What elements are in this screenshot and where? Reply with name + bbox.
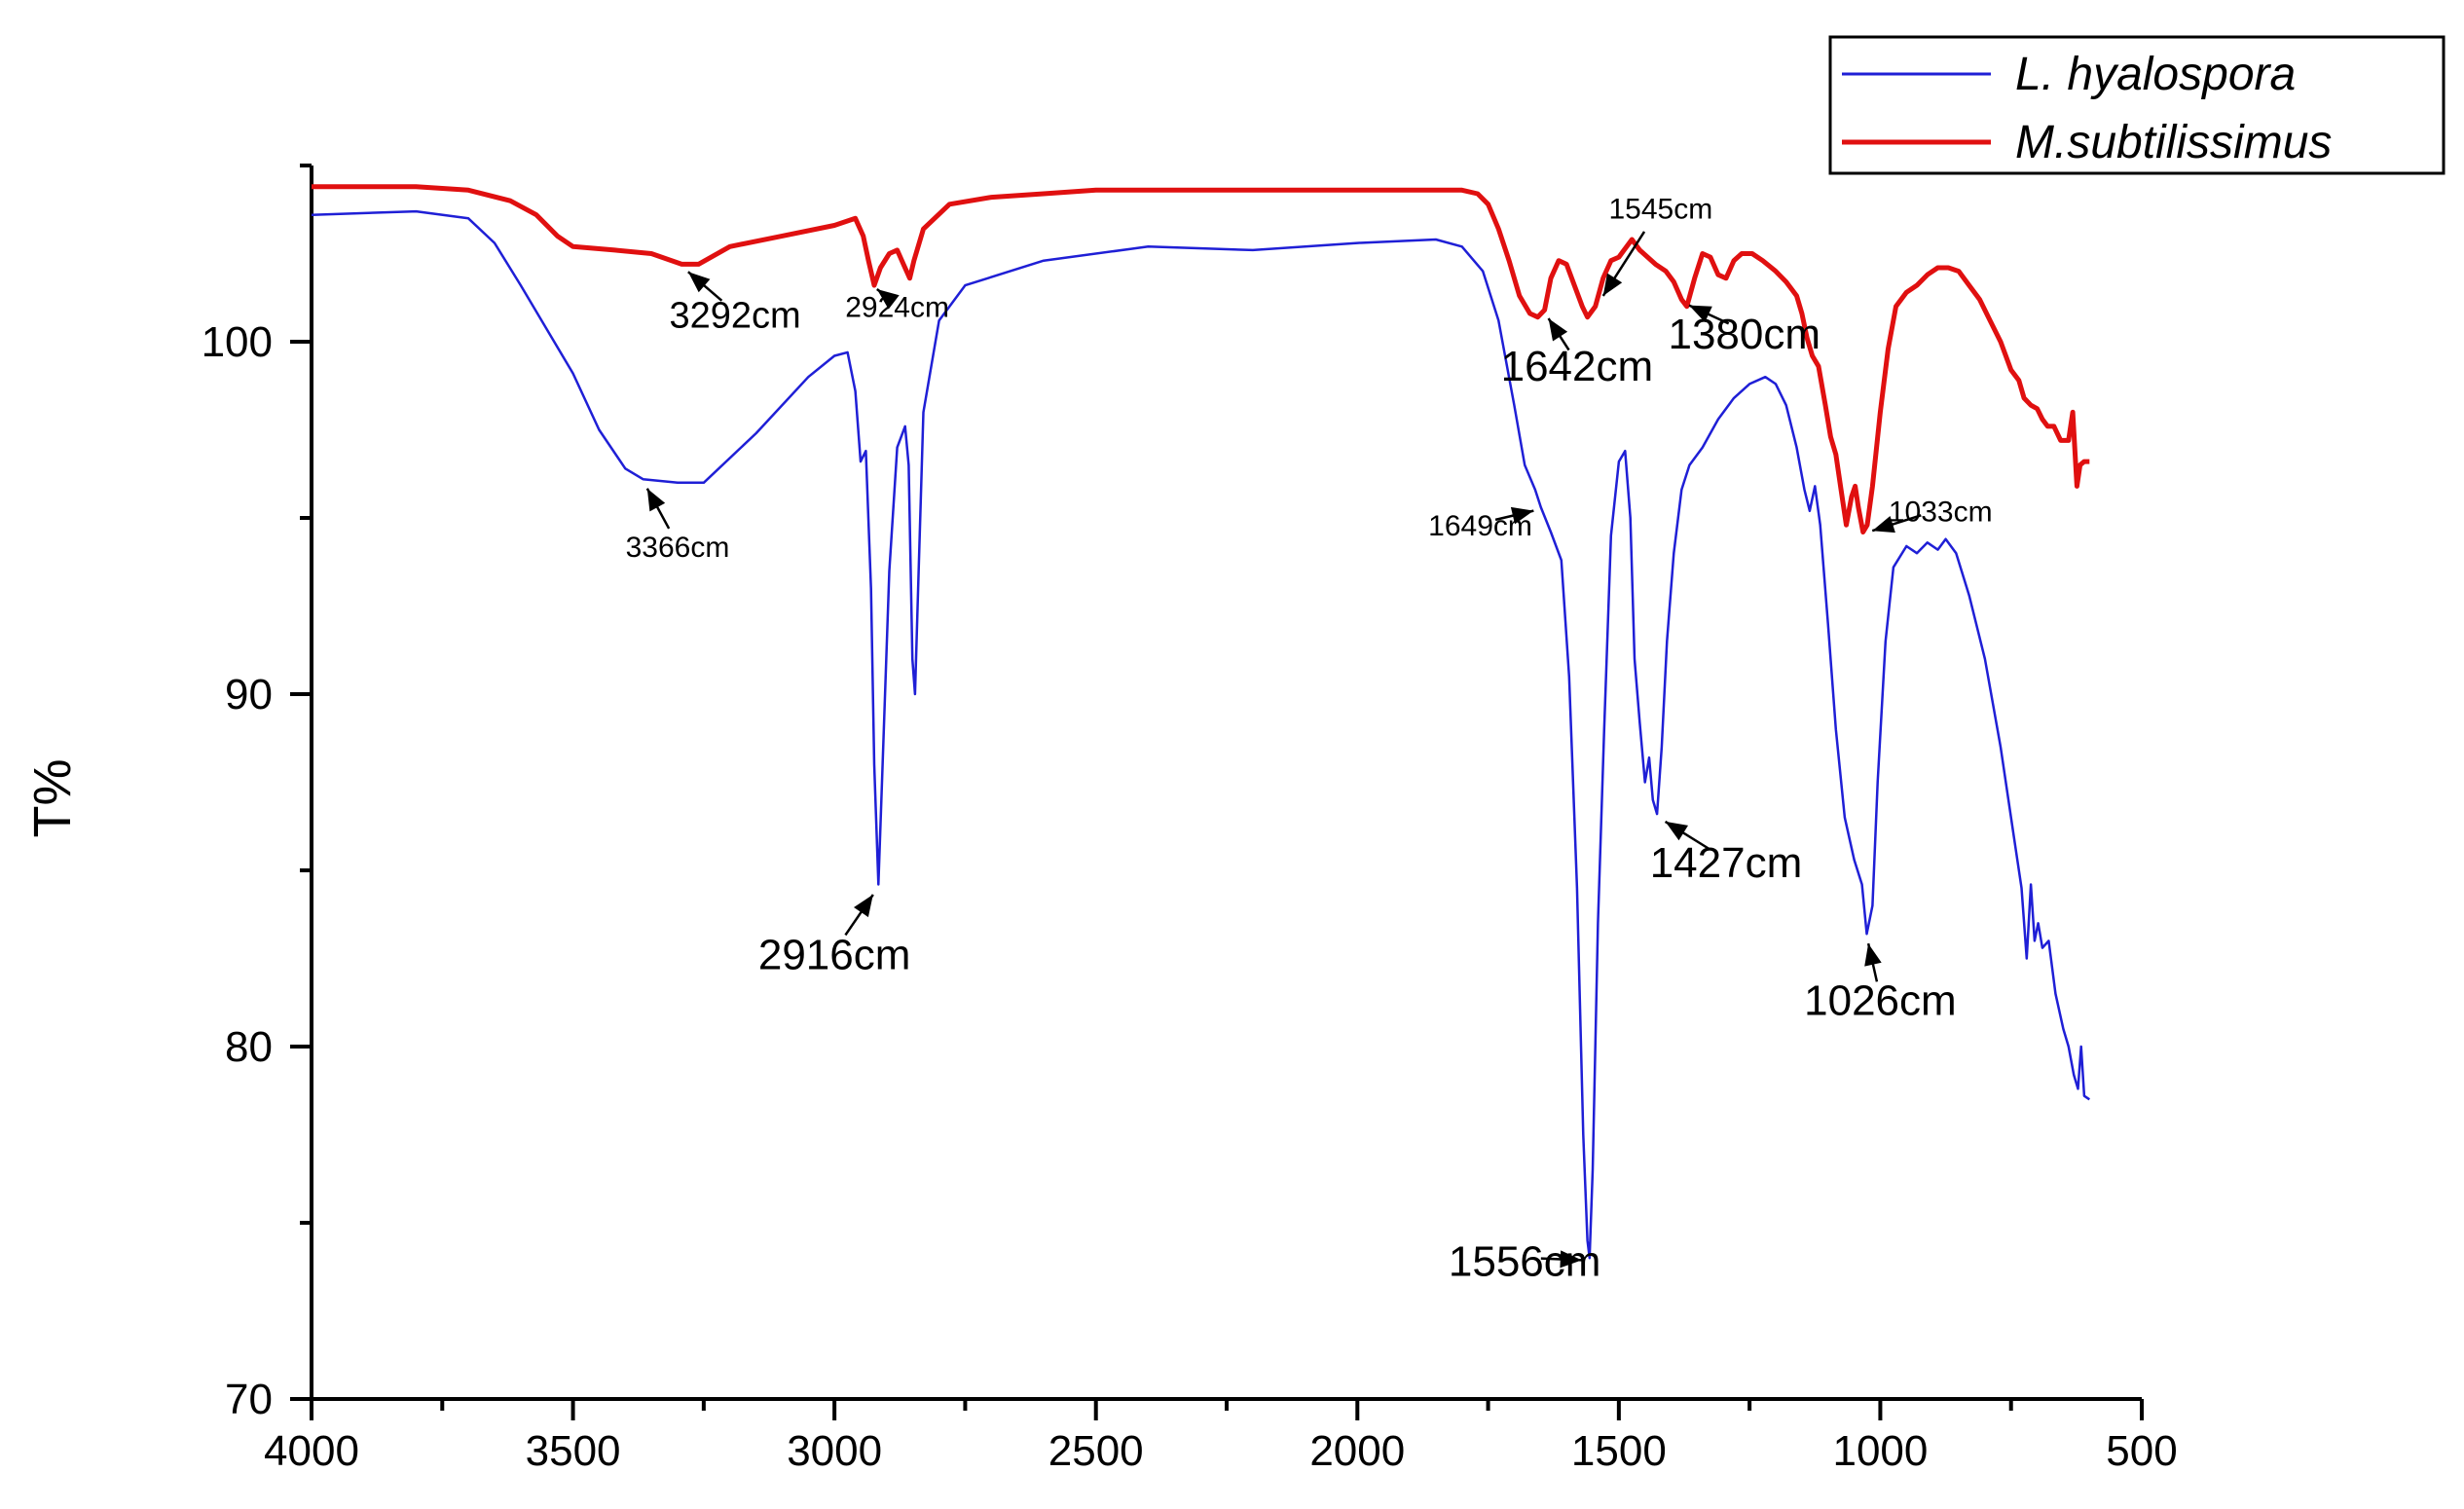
peak-arrow-head [854, 894, 873, 918]
peak-label: 1380cm [1668, 311, 1820, 358]
legend-label: M.subtilissimus [2015, 117, 2332, 168]
peak-annotations: 3292cm 2924cm3366cm2916cm1642cm1545cm1380… [626, 193, 1993, 1285]
peak-arrow-head [1510, 506, 1534, 525]
x-tick-label: 2500 [1048, 1427, 1144, 1475]
peak-label: 2916cm [758, 931, 911, 978]
series-line-m-subtilissimus [312, 184, 2090, 534]
peak-label: 1033cm [1889, 497, 1993, 529]
peak-label: 1556cm [1449, 1237, 1601, 1285]
legend-box [1828, 35, 2446, 175]
peak-label: 3366cm [626, 532, 730, 564]
peak-label: 1642cm [1501, 343, 1654, 390]
legend: L. hyalospora M.subtilissimus [1828, 35, 2446, 175]
peak-arrow-head [687, 272, 711, 293]
peak-arrow-head [1560, 1250, 1582, 1269]
x-tick-label: 4000 [264, 1427, 359, 1475]
x-tick-label: 1500 [1571, 1427, 1667, 1475]
y-axis-label: T% [23, 759, 82, 838]
axes: 4000 3500 3000 2500 2000 1500 1000 500 70 80 90 100 [202, 164, 2178, 1475]
x-tick-label: 500 [2106, 1427, 2177, 1475]
y-tick-label: 90 [225, 671, 273, 718]
y-tick-label: 100 [202, 318, 273, 366]
peak-arrow-head [646, 488, 666, 512]
series-line-l-hyalospora [311, 209, 2090, 1260]
peak-label: 3292cm [669, 296, 800, 337]
x-tick-label: 3000 [787, 1427, 882, 1475]
x-tick-label: 1000 [1832, 1427, 1928, 1475]
plot-lines [311, 184, 2090, 1260]
peak-label: 1427cm [1650, 839, 1803, 887]
peak-label: 1545cm [1608, 193, 1712, 225]
peak-arrow-head [1864, 943, 1882, 967]
x-tick-label: 3500 [526, 1427, 621, 1475]
peak-arrow-head [1689, 305, 1712, 322]
peak-arrow-head [1548, 318, 1568, 342]
peak-arrow-head [876, 289, 900, 310]
legend-label: L. hyalospora [2015, 49, 2296, 100]
peak-arrow-head [1665, 821, 1688, 841]
y-tick-label: 70 [225, 1376, 273, 1423]
y-tick-label: 80 [225, 1023, 273, 1071]
x-tick-label: 2000 [1309, 1427, 1405, 1475]
peak-arrow-head [1872, 516, 1895, 534]
peak-arrow-head [1602, 273, 1623, 296]
peak-label: 1026cm [1804, 976, 1957, 1024]
